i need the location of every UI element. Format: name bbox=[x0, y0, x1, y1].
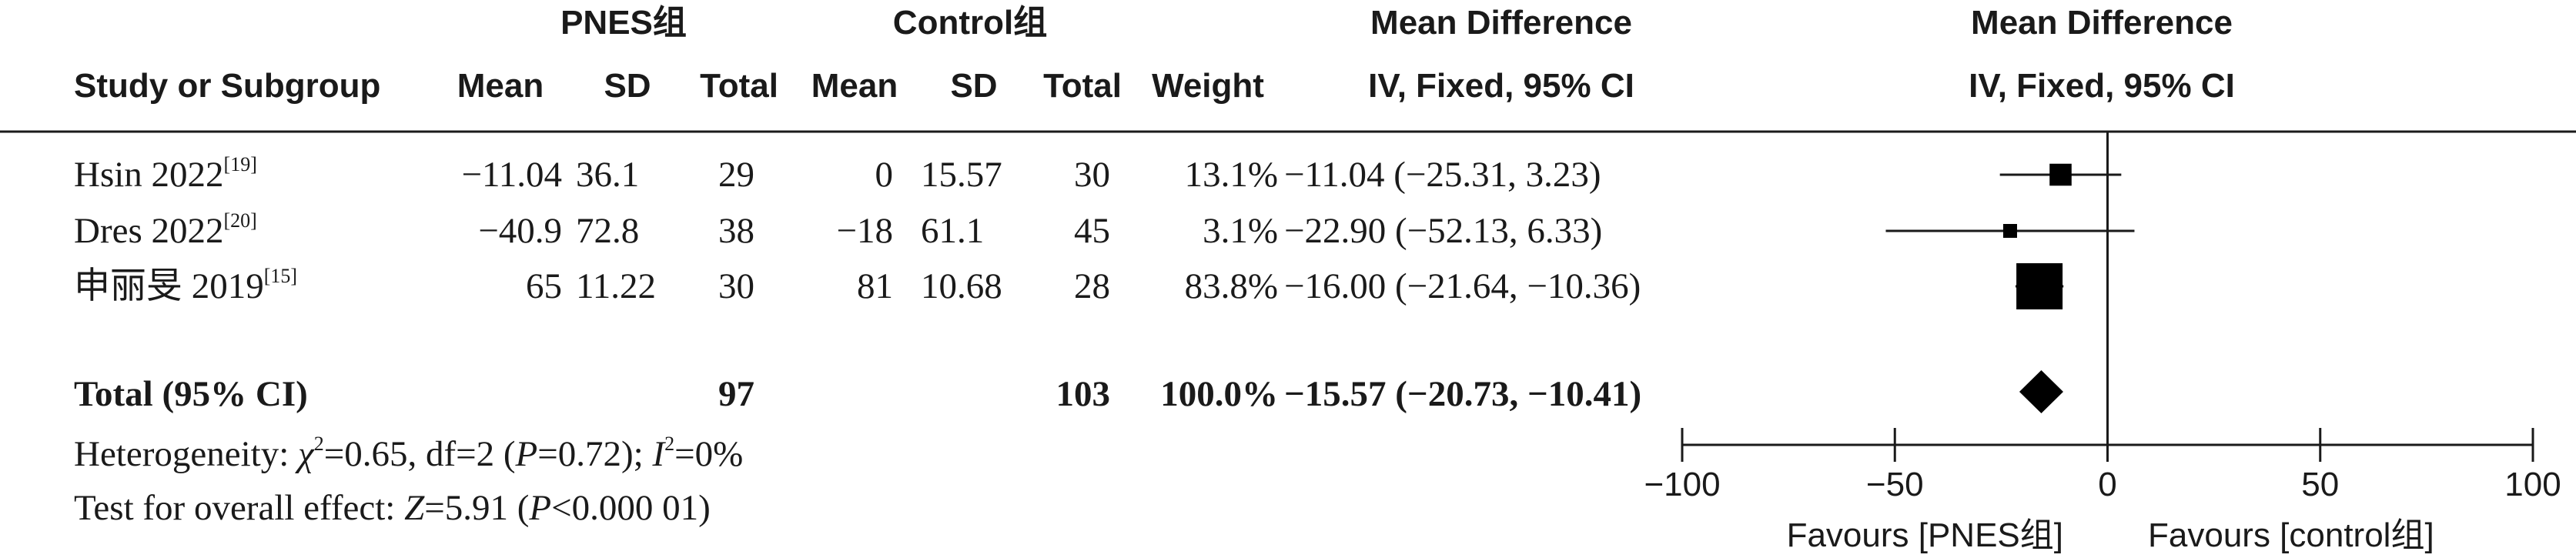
sd2-cell: 61.1 bbox=[921, 211, 985, 251]
total1-cell: 30 bbox=[718, 266, 754, 306]
mean2-cell: 0 bbox=[875, 155, 894, 195]
total1-cell: 29 bbox=[718, 155, 754, 195]
sd2-cell: 15.57 bbox=[921, 155, 1002, 195]
study-square bbox=[2016, 263, 2063, 309]
sd2-cell: 10.68 bbox=[921, 266, 1002, 306]
study-name: 申丽旻 2019[15] bbox=[74, 265, 298, 307]
mean2-cell: −18 bbox=[836, 211, 893, 251]
heterogeneity-text: Heterogeneity: χ2=0.65, df=2 (P=0.72); I… bbox=[74, 433, 744, 475]
sd1-cell: 11.22 bbox=[576, 266, 657, 306]
sd1-cell: 36.1 bbox=[576, 155, 640, 195]
sd2-header: SD bbox=[950, 67, 998, 105]
total1-sum: 97 bbox=[718, 374, 754, 414]
study-square bbox=[2049, 163, 2072, 186]
total2-header: Total bbox=[1043, 67, 1122, 105]
total1-cell: 38 bbox=[718, 211, 754, 251]
weight-cell: 13.1% bbox=[1184, 155, 1278, 195]
weight-header: Weight bbox=[1152, 67, 1264, 105]
method-header: IV, Fixed, 95% CI bbox=[1368, 67, 1634, 105]
total2-sum: 103 bbox=[1055, 374, 1111, 414]
tick-label: −100 bbox=[1644, 466, 1721, 503]
study-ref: [15] bbox=[263, 265, 298, 287]
weight-cell: 3.1% bbox=[1203, 211, 1278, 251]
tick-label: 0 bbox=[2098, 466, 2117, 503]
md-title-plot: Mean Difference bbox=[1971, 4, 2233, 42]
sd1-cell: 72.8 bbox=[576, 211, 640, 251]
ci-cell: −16.00 (−21.64, −10.36) bbox=[1284, 266, 1641, 306]
ci-cell: −22.90 (−52.13, 6.33) bbox=[1284, 211, 1603, 251]
tick-label: 50 bbox=[2301, 466, 2340, 503]
group1-header: PNES组 bbox=[560, 4, 687, 42]
method-header-plot: IV, Fixed, 95% CI bbox=[1969, 67, 2235, 105]
ci-cell: −11.04 (−25.31, 3.23) bbox=[1284, 155, 1601, 195]
total2-cell: 28 bbox=[1074, 266, 1110, 306]
mean1-cell: −11.04 bbox=[461, 155, 562, 195]
total-weight: 100.0% bbox=[1160, 374, 1278, 414]
study-name: Hsin 2022[19] bbox=[74, 153, 257, 195]
tick-marks bbox=[1681, 428, 2534, 462]
total1-header: Total bbox=[700, 67, 778, 105]
md-title: Mean Difference bbox=[1370, 4, 1632, 42]
pooled-diamond bbox=[2019, 370, 2063, 413]
total2-cell: 45 bbox=[1074, 211, 1110, 251]
study-ref: [20] bbox=[223, 209, 257, 232]
study-marks bbox=[1885, 163, 2135, 309]
mean2-cell: 81 bbox=[857, 266, 893, 306]
total-ci: −15.57 (−20.73, −10.41) bbox=[1284, 374, 1642, 414]
mean2-header: Mean bbox=[811, 67, 898, 105]
favours-right: Favours [control组] bbox=[2148, 516, 2434, 554]
total-label: Total (95% CI) bbox=[74, 374, 308, 414]
weight-cell: 83.8% bbox=[1184, 266, 1278, 306]
mean1-header: Mean bbox=[457, 67, 544, 105]
study-header: Study or Subgroup bbox=[74, 67, 381, 105]
sd1-header: SD bbox=[604, 67, 651, 105]
study-square bbox=[2002, 223, 2017, 239]
total2-cell: 30 bbox=[1074, 155, 1110, 195]
tick-label: −50 bbox=[1865, 466, 1924, 503]
study-ref: [19] bbox=[223, 153, 257, 175]
mean1-cell: 65 bbox=[526, 266, 562, 306]
group2-header: Control组 bbox=[892, 4, 1048, 42]
mean1-cell: −40.9 bbox=[478, 211, 562, 251]
tick-label: 100 bbox=[2504, 466, 2561, 503]
overall-effect-text: Test for overall effect: Z=5.91 (P<0.000… bbox=[74, 488, 711, 528]
study-name: Dres 2022[20] bbox=[74, 209, 257, 252]
favours-left: Favours [PNES组] bbox=[1786, 516, 2063, 554]
